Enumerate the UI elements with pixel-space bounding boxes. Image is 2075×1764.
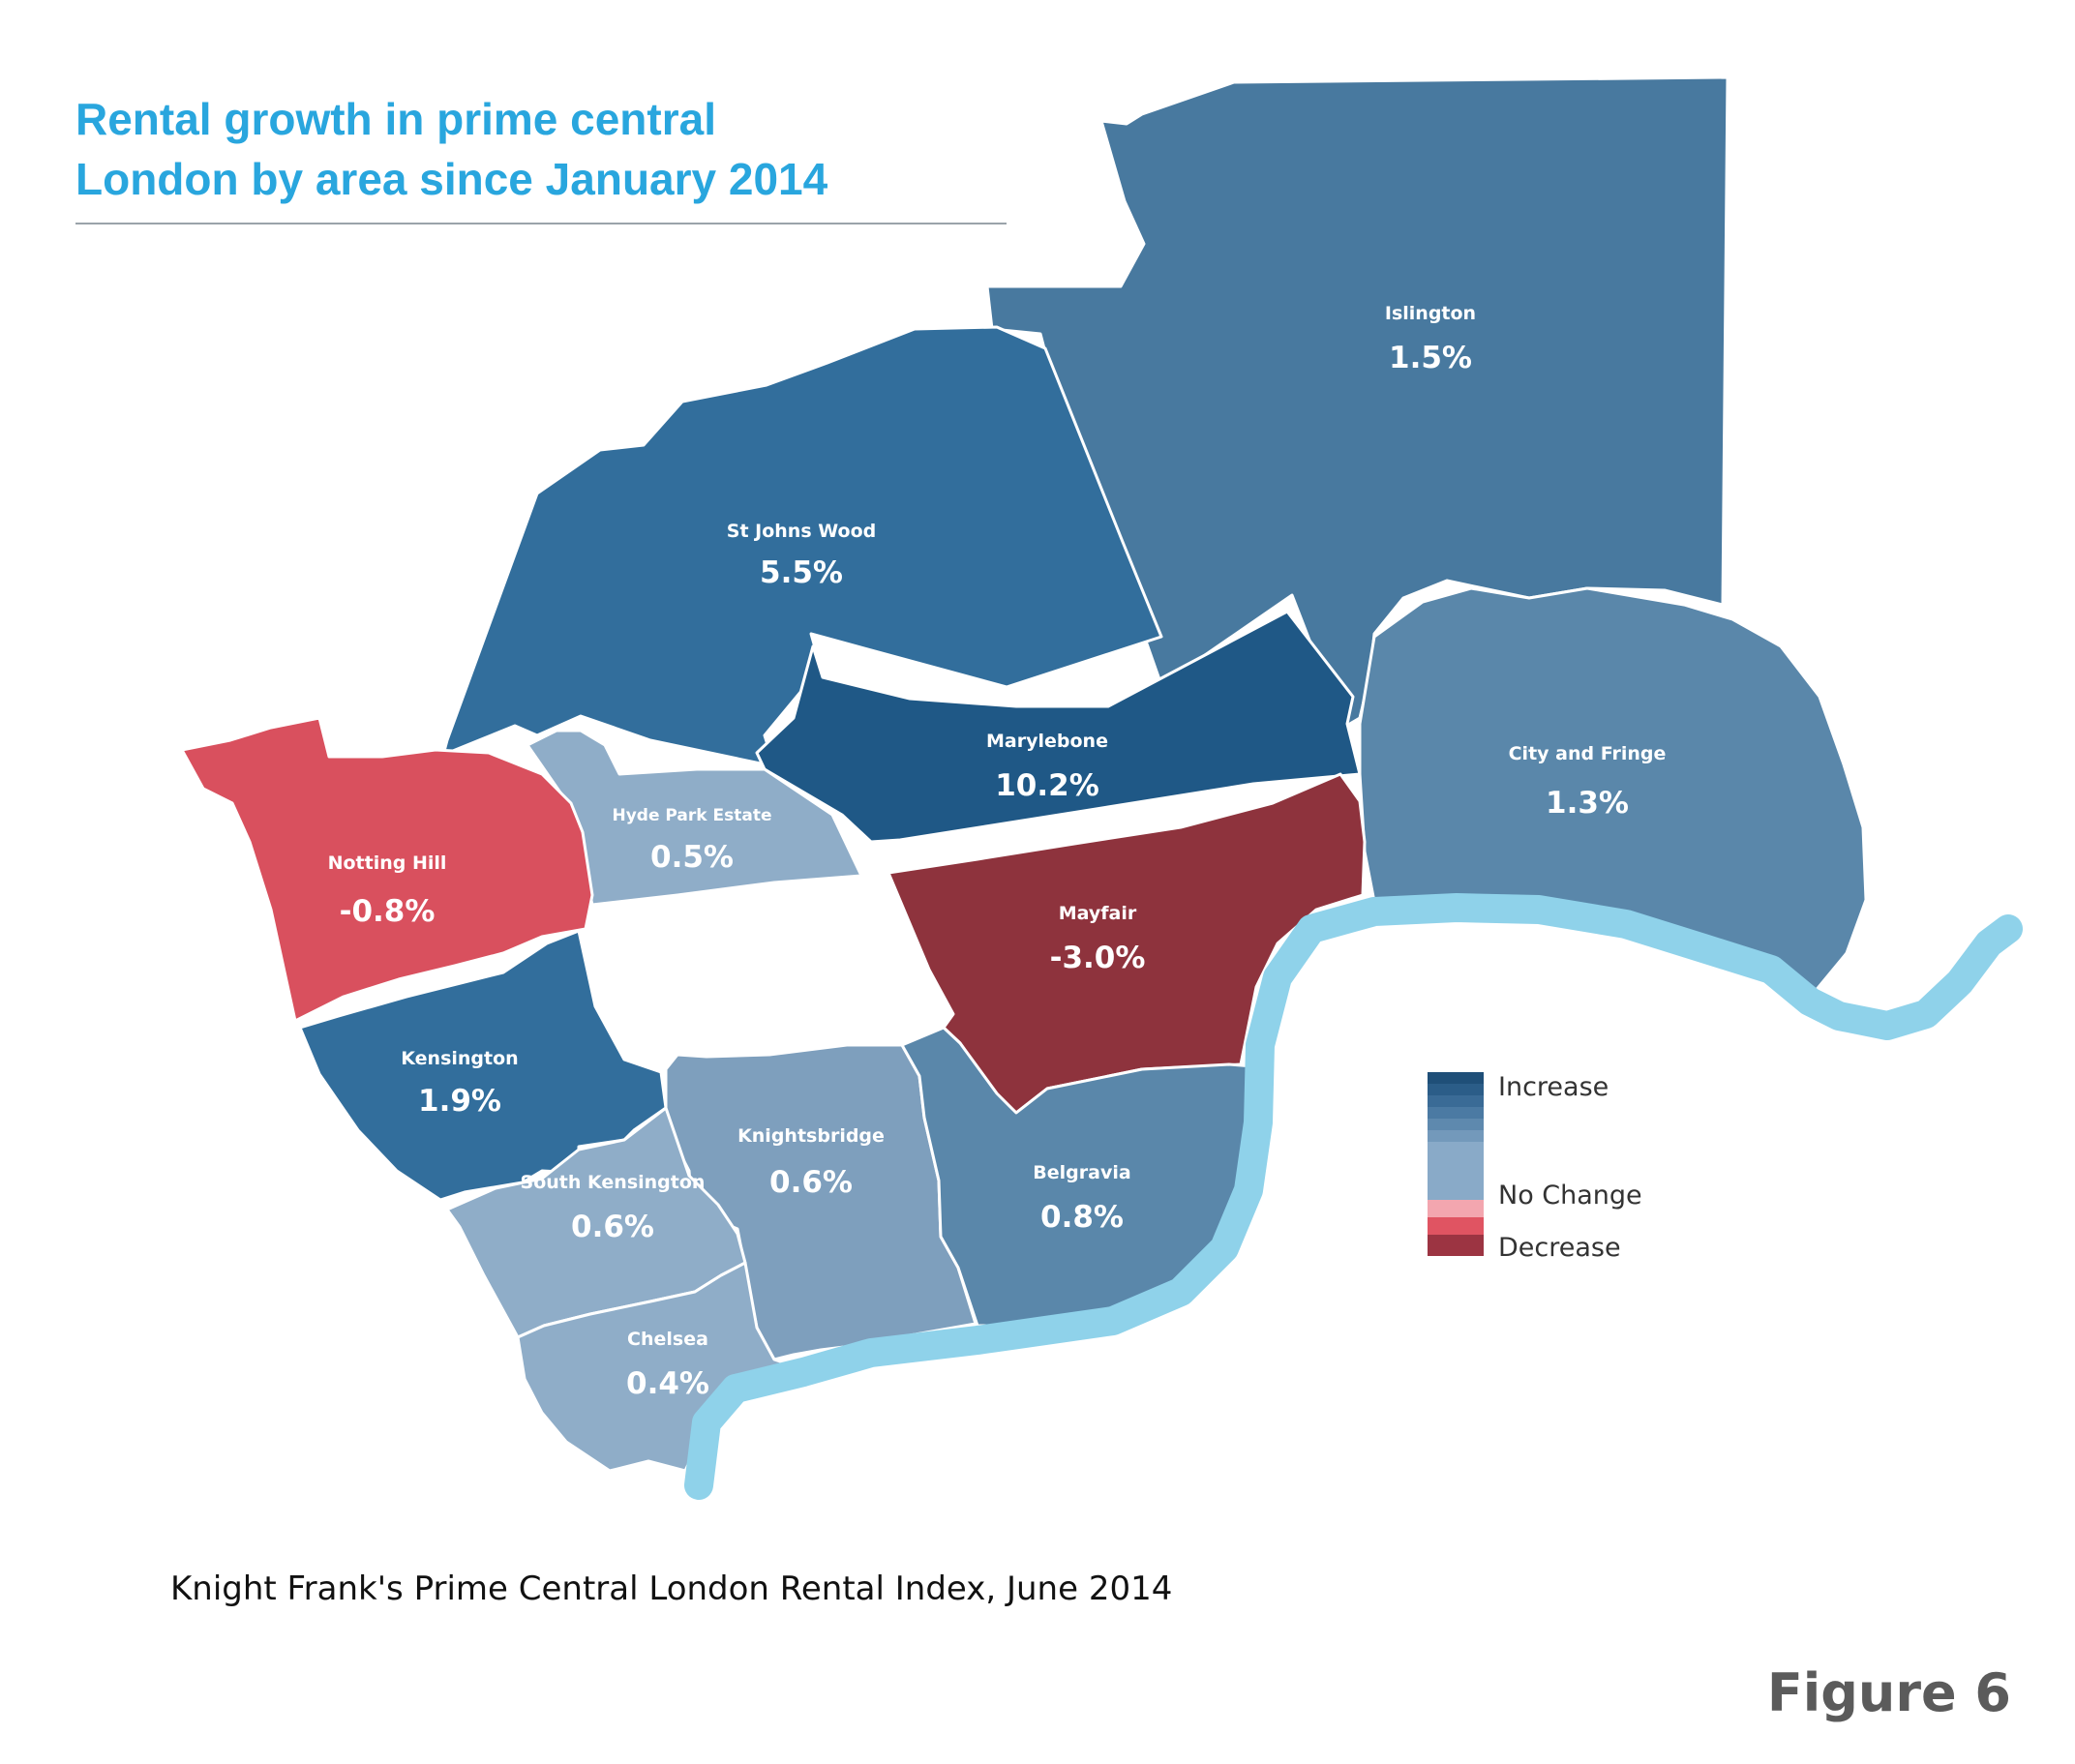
area-value-kensington: 1.9% — [418, 1084, 501, 1119]
area-name-belgravia: Belgravia — [1033, 1162, 1130, 1183]
region-st-johns-wood[interactable] — [441, 325, 1163, 768]
area-value-chelsea: 0.4% — [626, 1366, 709, 1401]
legend-label-no-change: No Change — [1498, 1181, 1642, 1211]
map-title-line-2: London by area since January 2014 — [75, 154, 828, 204]
source-caption: Knight Frank's Prime Central London Rent… — [170, 1570, 1173, 1608]
area-value-belgravia: 0.8% — [1040, 1200, 1124, 1235]
legend-swatch-4 — [1428, 1107, 1484, 1119]
map-regions — [180, 75, 1868, 1473]
area-value-islington: 1.5% — [1389, 341, 1472, 375]
legend-label-increase: Increase — [1498, 1072, 1609, 1102]
area-value-hyde-park-estate: 0.5% — [650, 840, 734, 875]
area-name-chelsea: Chelsea — [627, 1329, 708, 1350]
region-marylebone[interactable] — [755, 610, 1362, 844]
area-name-knightsbridge: Knightsbridge — [737, 1125, 885, 1147]
area-name-islington: Islington — [1385, 303, 1476, 324]
area-value-st-johns-wood: 5.5% — [760, 555, 843, 590]
legend-swatch-10 — [1428, 1235, 1484, 1256]
legend-swatch-2 — [1428, 1084, 1484, 1095]
area-name-hyde-park-estate: Hyde Park Estate — [613, 806, 772, 825]
legend-swatch-6 — [1428, 1130, 1484, 1142]
legend-swatch-5 — [1428, 1119, 1484, 1130]
area-value-city-and-fringe: 1.3% — [1546, 786, 1629, 821]
legend-label-decrease: Decrease — [1498, 1233, 1621, 1263]
legend-swatch-3 — [1428, 1095, 1484, 1107]
legend-swatches — [1428, 1072, 1484, 1256]
river-thames — [684, 893, 2023, 1500]
legend-swatch-1 — [1428, 1072, 1484, 1084]
area-name-marylebone: Marylebone — [986, 731, 1108, 752]
legend-swatch-8 — [1428, 1200, 1484, 1217]
legend-swatch-9 — [1428, 1217, 1484, 1235]
area-value-south-kensington: 0.6% — [571, 1210, 654, 1244]
map-title: Rental growth in prime central London by… — [75, 89, 827, 209]
area-labels: Islington 1.5% St Johns Wood 5.5% Maryle… — [328, 303, 1667, 1401]
figure-label: Figure 6 — [1766, 1662, 2011, 1723]
area-name-kensington: Kensington — [401, 1048, 518, 1069]
legend-swatch-7 — [1428, 1142, 1484, 1200]
area-name-notting-hill: Notting Hill — [328, 852, 447, 874]
area-value-knightsbridge: 0.6% — [769, 1165, 853, 1200]
region-notting-hill[interactable] — [180, 716, 594, 1023]
title-divider — [75, 223, 1007, 224]
area-name-city-and-fringe: City and Fringe — [1509, 743, 1667, 764]
area-value-notting-hill: -0.8% — [340, 894, 436, 929]
area-name-st-johns-wood: St Johns Wood — [727, 521, 876, 542]
map-title-line-1: Rental growth in prime central — [75, 94, 716, 144]
area-name-south-kensington: South Kensington — [521, 1172, 706, 1193]
area-value-mayfair: -3.0% — [1050, 941, 1146, 975]
area-value-marylebone: 10.2% — [995, 768, 1099, 803]
area-name-mayfair: Mayfair — [1059, 903, 1137, 924]
legend: Increase No Change Decrease — [1428, 1072, 1642, 1263]
